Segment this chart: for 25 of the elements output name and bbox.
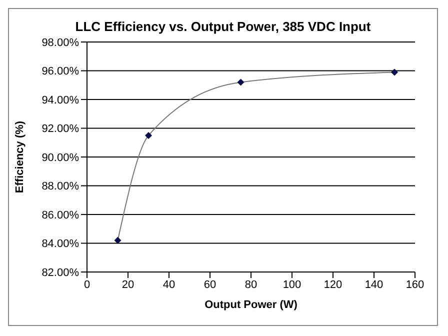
point	[145, 132, 152, 139]
point	[391, 68, 398, 76]
x-tick-label: 160	[406, 278, 424, 291]
y-tick-label: 82.00%	[42, 266, 80, 279]
x-tick-label: 60	[204, 278, 216, 291]
y-tick-label: 88.00%	[42, 180, 80, 193]
y-tick-label: 96.00%	[42, 66, 80, 78]
y-tick-label: 90.00%	[42, 152, 80, 164]
chart-title: LLC Efficiency vs. Output Power, 385 VDC Input	[74, 19, 372, 34]
y-tick-label: 86.00%	[42, 209, 80, 222]
y-axis-title: Efficiency (%)	[14, 120, 26, 194]
point	[114, 236, 122, 244]
y-tick-label: 94.00%	[42, 94, 80, 106]
x-tick-label: 80	[244, 278, 258, 291]
x-tick-label: 40	[162, 278, 176, 291]
y-tick-label: 92.00%	[42, 123, 80, 136]
x-tick-label: 20	[122, 278, 134, 291]
x-tick-label: 120	[324, 278, 342, 291]
x-tick-label: 100	[282, 278, 302, 291]
x-axis-title: Output Power (W)	[204, 299, 298, 311]
y-tick-label: 98.00%	[42, 36, 80, 49]
x-tick-label: 0	[84, 278, 90, 291]
y-tick-label: 84.00%	[42, 238, 80, 250]
point	[237, 78, 244, 86]
x-tick-label: 140	[364, 278, 384, 291]
